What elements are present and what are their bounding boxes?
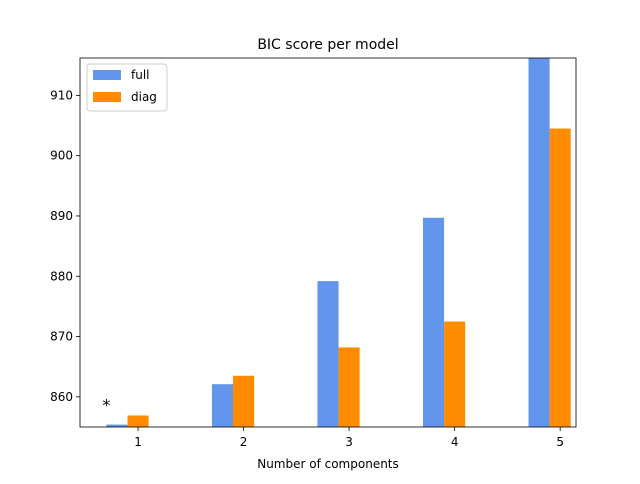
bar-full-5 <box>528 58 550 427</box>
y-tick-label-880: 880 <box>50 269 73 283</box>
best-model-marker: * <box>102 396 110 415</box>
x-tick-label-2: 2 <box>240 435 248 449</box>
x-axis-label: Number of components <box>257 457 399 471</box>
x-tick-label-4: 4 <box>451 435 459 449</box>
bar-diag-3 <box>338 347 360 427</box>
y-tick-label-860: 860 <box>50 390 73 404</box>
bar-full-2 <box>211 384 234 427</box>
bars-layer <box>106 58 571 428</box>
bar-diag-5 <box>549 128 571 428</box>
axes-layer: 1 2 3 4 5 860 870 880 890 900 910 * <box>50 57 577 449</box>
y-tick-label-870: 870 <box>50 330 73 344</box>
x-tick-label-1: 1 <box>134 435 142 449</box>
legend-swatch-full <box>93 70 121 80</box>
bar-full-3 <box>317 281 339 427</box>
bar-full-4 <box>422 217 445 427</box>
y-tick-label-910: 910 <box>50 88 73 102</box>
bar-full-1 <box>106 424 128 427</box>
x-tick-label-5: 5 <box>556 435 564 449</box>
legend-label-diag: diag <box>131 90 157 104</box>
chart-title: BIC score per model <box>257 37 398 53</box>
plot-frame <box>79 57 577 428</box>
y-tick-label-900: 900 <box>50 149 73 163</box>
legend-swatch-diag <box>93 92 121 102</box>
legend-label-full: full <box>131 68 150 82</box>
y-tick-label-890: 890 <box>50 209 73 223</box>
x-tick-label-3: 3 <box>345 435 353 449</box>
bar-diag-1 <box>127 415 149 427</box>
legend: full diag <box>86 63 168 112</box>
bar-diag-2 <box>233 375 255 427</box>
bar-diag-4 <box>444 321 466 427</box>
